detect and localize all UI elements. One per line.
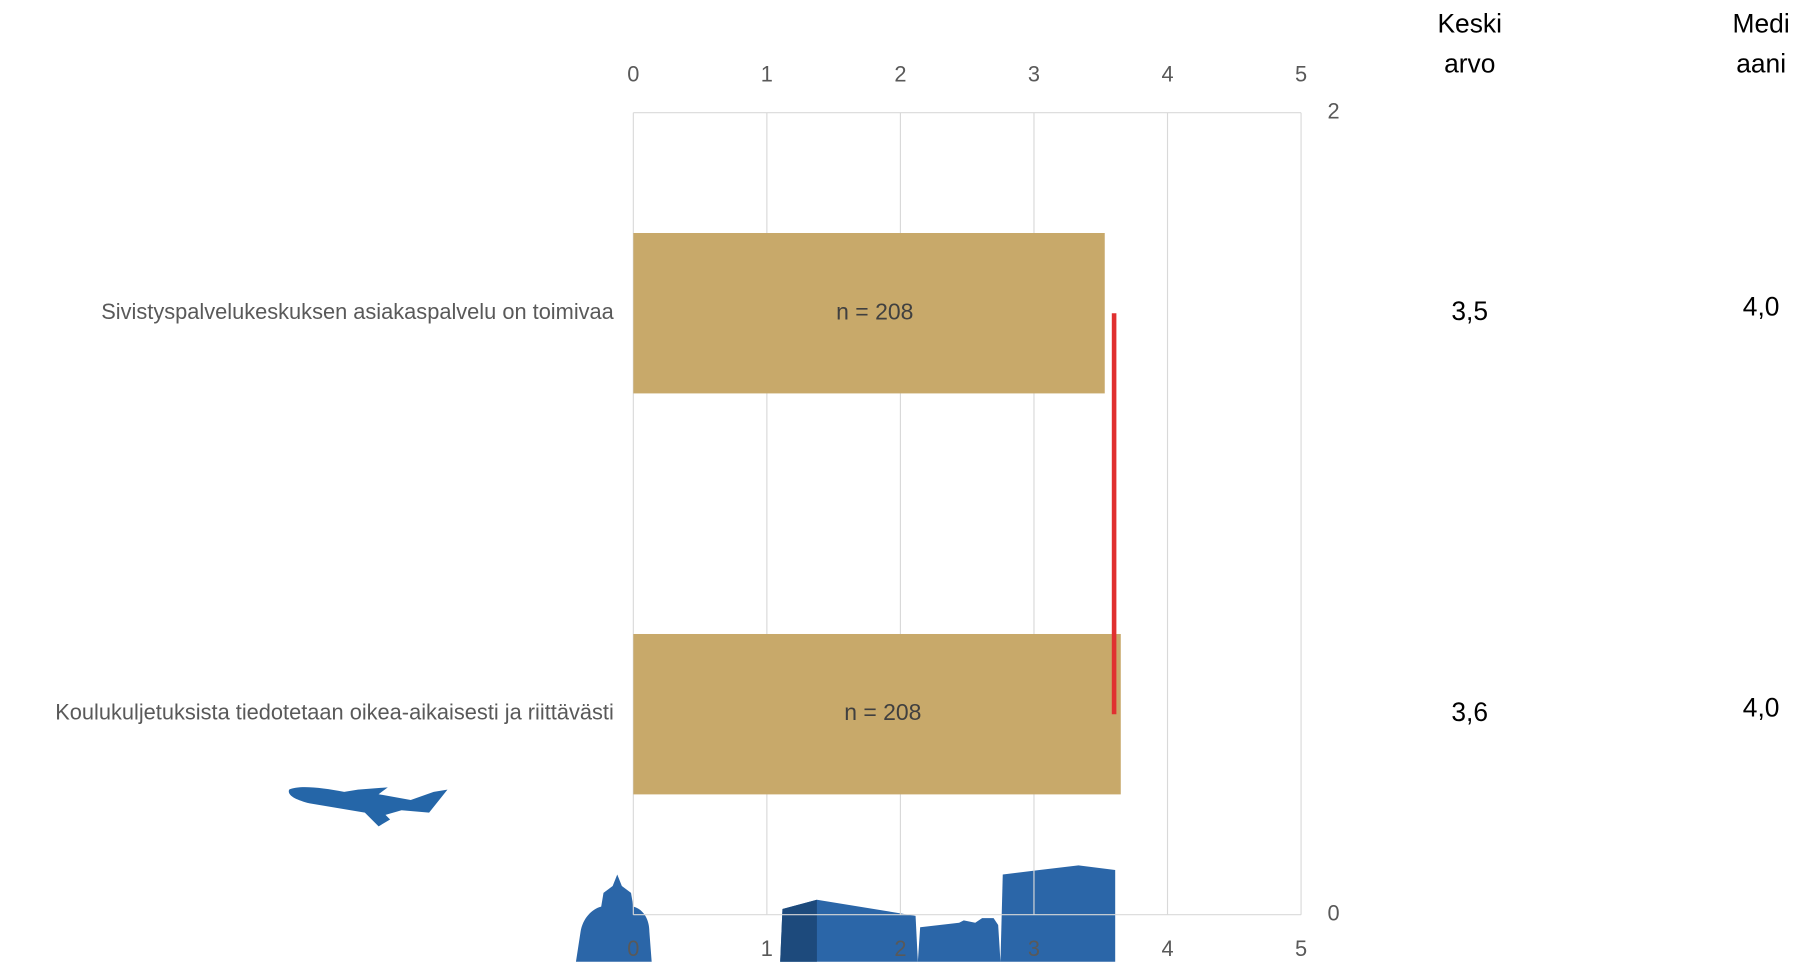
x-tick-label-bottom: 2 (894, 936, 906, 961)
y2-tick-label: 2 (1327, 98, 1339, 123)
category-label: Sivistyspalvelukeskuksen asiakaspalvelu … (101, 300, 614, 325)
x-tick-label-bottom: 5 (1295, 936, 1307, 961)
x-tick-label: 1 (761, 62, 773, 87)
table-header: Keski (1437, 8, 1502, 38)
x-tick-label: 5 (1295, 62, 1307, 87)
category-label-wrap: Koulukuljetuksista tiedotetaan oikea-aik… (0, 668, 614, 760)
category-label: Koulukuljetuksista tiedotetaan oikea-aik… (55, 701, 614, 726)
bar-text: n = 208 (836, 298, 913, 324)
category-label-wrap: Sivistyspalvelukeskuksen asiakaspalvelu … (0, 267, 614, 359)
bar (633, 633, 1121, 795)
table-cell: 3,5 (1451, 296, 1488, 326)
category-label-box: Sivistyspalvelukeskuksen asiakaspalvelu … (0, 267, 614, 359)
table-cell: 4,0 (1743, 292, 1780, 322)
x-tick-label-bottom: 4 (1161, 936, 1173, 961)
bar-text: n = 208 (844, 699, 921, 725)
airplane-icon (288, 787, 448, 827)
x-tick-label: 3 (1028, 62, 1040, 87)
table-header: arvo (1444, 49, 1495, 79)
x-tick-label-bottom: 3 (1028, 936, 1040, 961)
bar (633, 233, 1105, 394)
x-tick-label: 0 (627, 62, 639, 87)
x-tick-label-bottom: 1 (761, 936, 773, 961)
table-cell: 4,0 (1743, 693, 1780, 723)
table-cell: 3,6 (1451, 697, 1488, 727)
table-header: Medi (1733, 8, 1790, 38)
table-header: aani (1736, 49, 1786, 79)
x-tick-label: 2 (894, 62, 906, 87)
category-label-box: Koulukuljetuksista tiedotetaan oikea-aik… (0, 668, 614, 760)
x-tick-label-bottom: 0 (627, 936, 639, 961)
y2-tick-label: 0 (1327, 900, 1339, 925)
skyline (575, 865, 1116, 962)
x-tick-label: 4 (1161, 62, 1173, 87)
